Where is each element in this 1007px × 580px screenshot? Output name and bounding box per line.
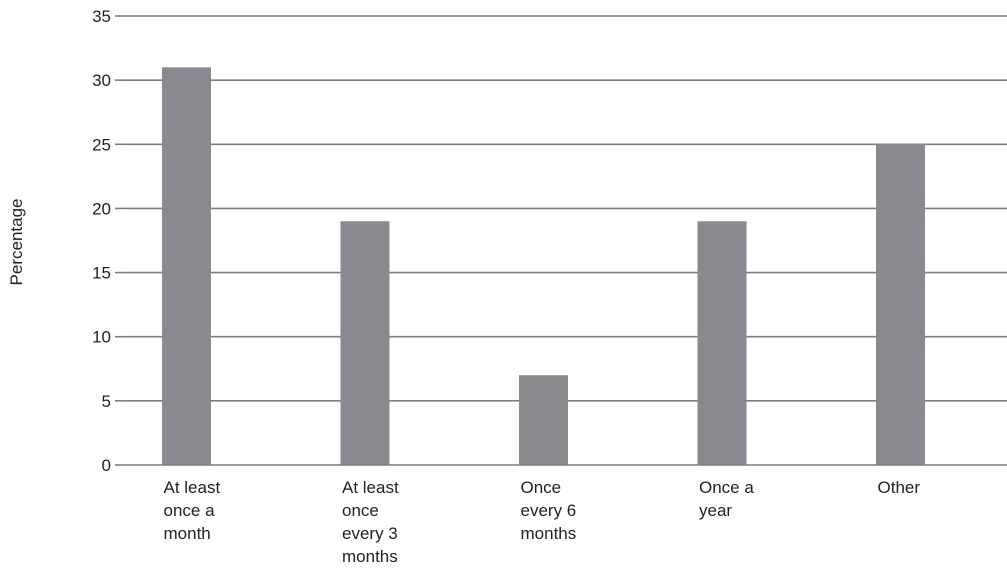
y-tick-label: 25 [92,135,111,154]
x-tick-label-line: At least [342,478,399,497]
y-tick-label: 15 [92,264,111,283]
x-tick-label: Once every 6 months [521,478,577,543]
x-tick-label: Once a year [699,478,754,520]
x-tick-label: Other [878,478,921,497]
x-tick-label-line: once [342,501,379,520]
bar [697,221,747,465]
grid-lines [123,15,1007,402]
bar [519,375,568,465]
x-tick-label-line: every 3 [342,524,398,543]
x-tick-label-line: every 6 [521,501,577,520]
x-tick-label-line: months [342,547,398,566]
x-tick-label-line: once a [164,501,216,520]
axes [115,15,1007,466]
bar [876,144,925,466]
bar [162,67,211,466]
x-tick-label: At least once every 3 months [342,478,399,566]
y-tick-label: 35 [92,7,111,26]
x-tick-label-line: year [699,501,732,520]
x-tick-label-line: Other [878,478,921,497]
y-tick-label: 30 [92,71,111,90]
y-axis-label: Percentage [7,199,26,286]
x-tick-label-line: month [164,524,211,543]
y-tick-label: 10 [92,328,111,347]
x-tick-label-line: Once a [699,478,754,497]
x-tick-label-line: Once [521,478,562,497]
bars [162,67,925,466]
x-tick-label-line: At least [164,478,221,497]
y-tick-label: 0 [102,456,111,475]
bar [340,221,390,465]
x-tick-labels: At least once a month At least once every 3 mo… [164,478,921,566]
y-tick-labels: 0 5 10 15 20 25 30 35 [92,7,111,475]
y-tick-label: 20 [92,199,111,218]
y-tick-label: 5 [102,392,111,411]
x-tick-label: At least once a month [164,478,221,543]
x-tick-label-line: months [521,524,577,543]
